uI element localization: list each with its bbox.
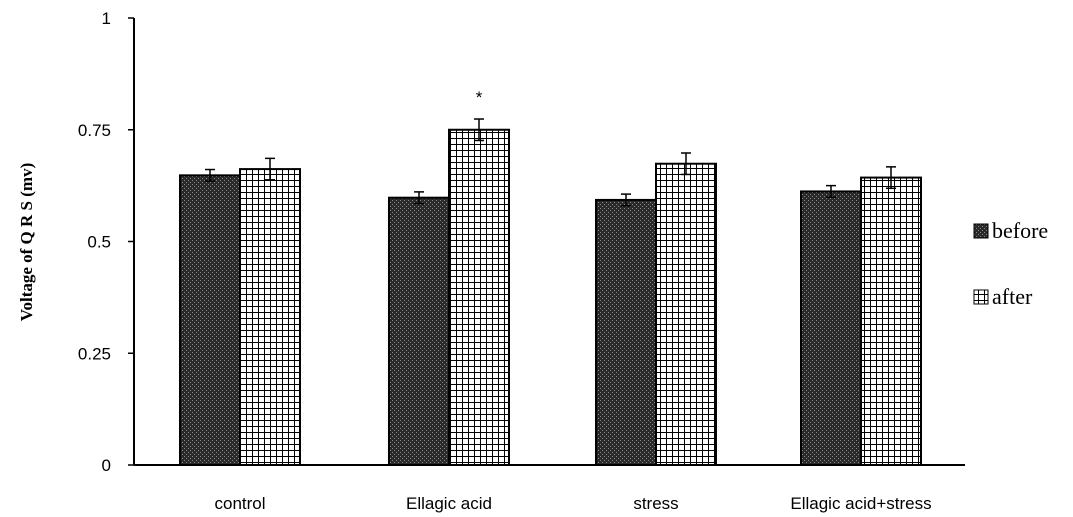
bar-after [655, 162, 717, 467]
y-tick-label: 0.5 [87, 233, 111, 252]
legend-swatch-before [973, 223, 989, 239]
bar-before [179, 174, 241, 466]
x-axis: control Ellagic acid stress Ellagic acid+st… [134, 464, 965, 513]
significance-marker: * [476, 88, 483, 107]
x-tick-label: Ellagic acid [406, 494, 492, 513]
bars: * [179, 88, 922, 467]
bar-after [860, 176, 922, 466]
x-tick-label: Ellagic acid+stress [790, 494, 931, 513]
bar-before [800, 190, 862, 466]
x-tick-label: stress [633, 494, 678, 513]
bar-after [448, 128, 510, 466]
legend-label-after: after [992, 284, 1033, 309]
bar-before [595, 198, 657, 467]
y-tick-label: 0.25 [78, 344, 111, 363]
legend-label-before: before [992, 218, 1048, 243]
y-tick-label: 1 [102, 9, 111, 28]
y-axis-title: Voltage of Q R S (mv) [17, 163, 36, 322]
y-tick-label: 0 [102, 456, 111, 475]
y-axis: 0 0.25 0.5 0.75 1 [78, 9, 135, 475]
bar-after [239, 168, 301, 466]
legend: before after [973, 218, 1048, 309]
x-tick-label: control [214, 494, 265, 513]
bar-before [388, 196, 450, 466]
legend-swatch-after [973, 289, 989, 305]
y-tick-label: 0.75 [78, 121, 111, 140]
